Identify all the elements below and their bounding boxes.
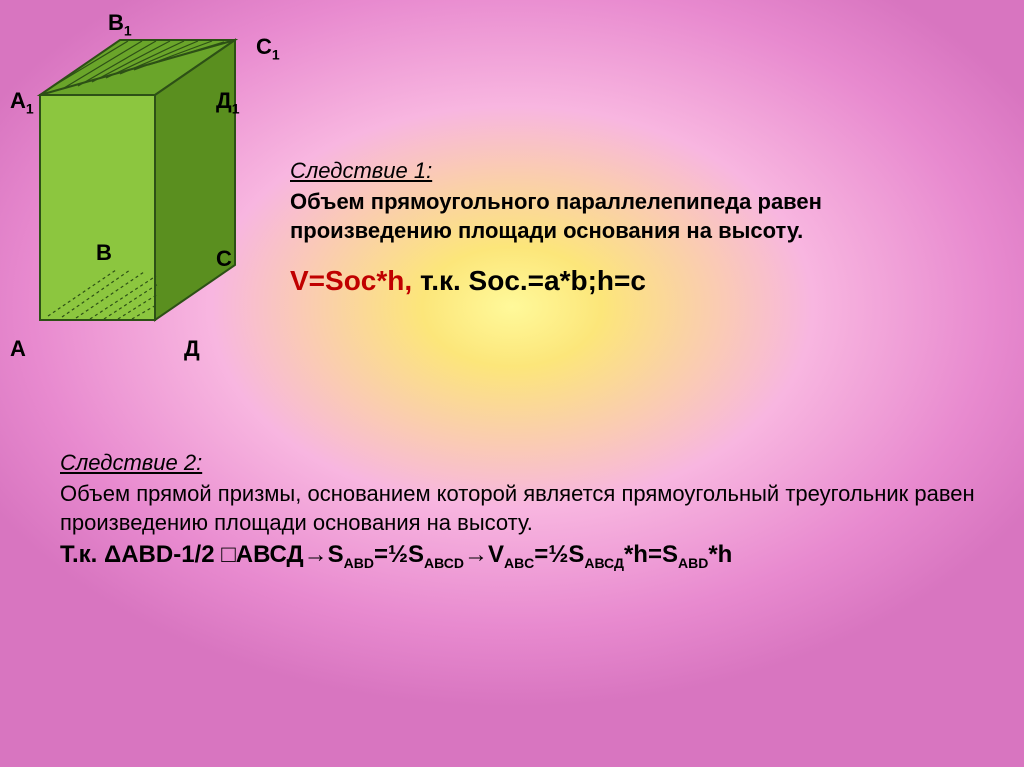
corollary-2-text: Объем прямой призмы, основанием которой …: [60, 480, 980, 537]
corollary-1-text: Объем прямоугольного параллелепипеда рав…: [290, 188, 970, 245]
label-A: А: [10, 336, 26, 362]
corollary-2-section: Следствие 2: Объем прямой призмы, основа…: [60, 450, 980, 571]
label-C1: С1: [256, 34, 280, 62]
corollary-1-title: Следствие 1:: [290, 158, 970, 184]
corollary-1-formula: V=Soc*h, т.к. Soc.=a*b;h=c: [290, 265, 970, 297]
label-D: Д: [184, 336, 200, 362]
prism-svg: [20, 10, 280, 370]
label-B1: В1: [108, 10, 132, 38]
corollary-2-title: Следствие 2:: [60, 450, 980, 476]
label-D1: Д1: [216, 88, 239, 116]
prism-diagram: В1 С1 А1 Д1 В С А Д: [20, 10, 280, 370]
label-B: В: [96, 240, 112, 266]
formula-black-part: т.к. Soc.=a*b;h=c: [412, 265, 646, 296]
formula-red-part: V=Soc*h,: [290, 265, 412, 296]
label-C: С: [216, 246, 232, 272]
corollary-2-formula: Т.к. ΔАВD-1/2 □АВСД→SABD=½SАВСD→VABC=½SА…: [60, 541, 980, 571]
corollary-1-section: Следствие 1: Объем прямоугольного паралл…: [290, 158, 970, 297]
label-A1: А1: [10, 88, 34, 116]
